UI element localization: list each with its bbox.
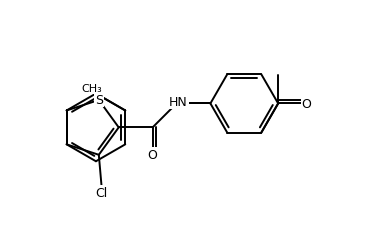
Text: Cl: Cl [96,186,108,199]
Text: HN: HN [169,96,188,108]
Text: O: O [148,149,158,162]
Text: S: S [95,94,103,107]
Text: CH₃: CH₃ [82,83,102,93]
Text: O: O [301,97,311,110]
